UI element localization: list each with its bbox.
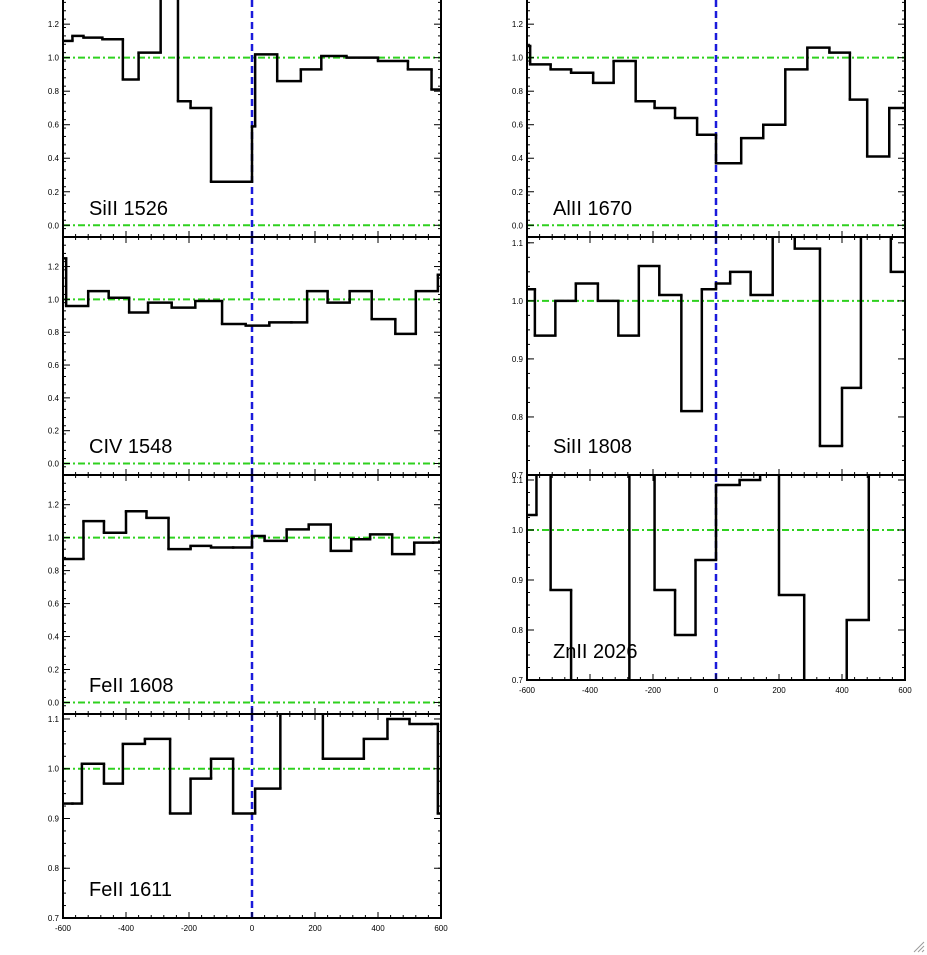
y-tick-label: 1.0 — [48, 54, 60, 63]
flux-series — [63, 0, 441, 183]
y-tick-label: 0.2 — [512, 188, 524, 197]
y-tick-label: 1.0 — [48, 534, 60, 543]
panel-siii-1526: 0.0 0.2 0.4 0.6 0.8 1.0 1.2 SiII 1526 — [48, 0, 442, 238]
panel-label: CIV 1548 — [89, 436, 172, 458]
x-tick-label: -200 — [645, 686, 662, 695]
x-tick-label: -600 — [519, 686, 536, 695]
y-tick-label: 0.4 — [48, 154, 60, 163]
y-tick-label: 0.6 — [48, 600, 60, 609]
y-tick-label: 0.9 — [512, 355, 524, 364]
panel-alii-1670: 0.0 0.2 0.4 0.6 0.8 1.0 1.2 AlII 1670 — [512, 0, 906, 238]
y-tick-label: 1.2 — [48, 20, 60, 29]
y-tick-label: 1.1 — [48, 715, 60, 724]
panel-label: SiII 1808 — [553, 436, 632, 458]
y-tick-label: 1.0 — [48, 765, 60, 774]
panel-label: AlII 1670 — [553, 198, 632, 220]
flux-series — [527, 475, 871, 680]
x-tick-label: -200 — [181, 924, 198, 933]
y-tick-label: 0.0 — [48, 698, 60, 707]
panel-label: ZnII 2026 — [553, 641, 638, 663]
y-tick-label: 0.0 — [48, 221, 60, 230]
flux-series — [527, 44, 905, 165]
y-tick-label: 0.7 — [512, 471, 524, 480]
flux-series — [63, 257, 441, 336]
x-tick-label: -400 — [118, 924, 135, 933]
panel-znii-2026: 0.7 0.8 0.9 1.0 1.1 -600 -400 -200 0 200 400 600 ZnI… — [512, 474, 912, 695]
y-tick-label: 1.2 — [512, 20, 524, 29]
flux-series — [63, 510, 441, 561]
y-tick-label: 0.8 — [48, 328, 60, 337]
y-tick-label: 0.0 — [512, 221, 524, 230]
x-tick-label: 400 — [835, 686, 849, 695]
y-tick-label: 0.4 — [48, 394, 60, 403]
y-tick-label: 0.2 — [48, 427, 60, 436]
y-tick-label: 0.9 — [512, 576, 524, 585]
flux-series — [63, 714, 441, 815]
y-tick-label: 0.4 — [48, 633, 60, 642]
x-tick-label: 600 — [434, 924, 448, 933]
y-tick-label: 0.8 — [512, 413, 524, 422]
panel-feii-1611: 0.7 0.8 0.9 1.0 1.1 -600 -400 -200 0 200 400 600 FeI… — [48, 713, 448, 933]
y-tick-label: 1.0 — [512, 54, 524, 63]
x-tick-label: 600 — [898, 686, 912, 695]
y-tick-label: 0.6 — [48, 361, 60, 370]
y-tick-label: 0.8 — [48, 87, 60, 96]
y-tick-label: 0.7 — [512, 676, 524, 685]
x-tick-label: -400 — [582, 686, 599, 695]
flux-series — [527, 237, 905, 448]
panel-civ-1548: 0.0 0.2 0.4 0.6 0.8 1.0 1.2 CIV 1548 — [48, 236, 442, 476]
y-tick-label: 0.9 — [48, 814, 60, 823]
y-tick-label: 1.2 — [48, 501, 60, 510]
y-tick-label: 1.0 — [48, 295, 60, 304]
y-tick-label: 0.2 — [48, 665, 60, 674]
y-tick-label: 1.2 — [48, 263, 60, 272]
y-tick-label: 0.7 — [48, 914, 60, 923]
y-tick-label: 0.6 — [512, 121, 524, 130]
y-tick-label: 0.8 — [512, 626, 524, 635]
y-tick-label: 0.8 — [48, 864, 60, 873]
x-tick-label: 200 — [308, 924, 322, 933]
y-tick-label: 1.0 — [512, 297, 524, 306]
y-tick-label: 0.2 — [48, 188, 60, 197]
y-tick-label: 0.8 — [512, 87, 524, 96]
x-tick-label: -600 — [55, 924, 72, 933]
x-tick-label: 400 — [371, 924, 385, 933]
panel-label: FeII 1608 — [89, 675, 174, 697]
y-tick-label: 0.0 — [48, 460, 60, 469]
x-tick-label: 200 — [772, 686, 786, 695]
y-tick-label: 0.4 — [512, 154, 524, 163]
y-tick-label: 1.1 — [512, 239, 524, 248]
x-tick-label: 0 — [250, 924, 255, 933]
panel-label: SiII 1526 — [89, 198, 168, 220]
y-tick-label: 0.8 — [48, 567, 60, 576]
y-tick-label: 1.1 — [512, 476, 524, 485]
panel-label: FeII 1611 — [89, 879, 172, 901]
resize-grip-icon[interactable] — [913, 941, 925, 953]
x-tick-label: 0 — [714, 686, 719, 695]
y-tick-label: 0.6 — [48, 121, 60, 130]
y-tick-label: 1.0 — [512, 526, 524, 535]
